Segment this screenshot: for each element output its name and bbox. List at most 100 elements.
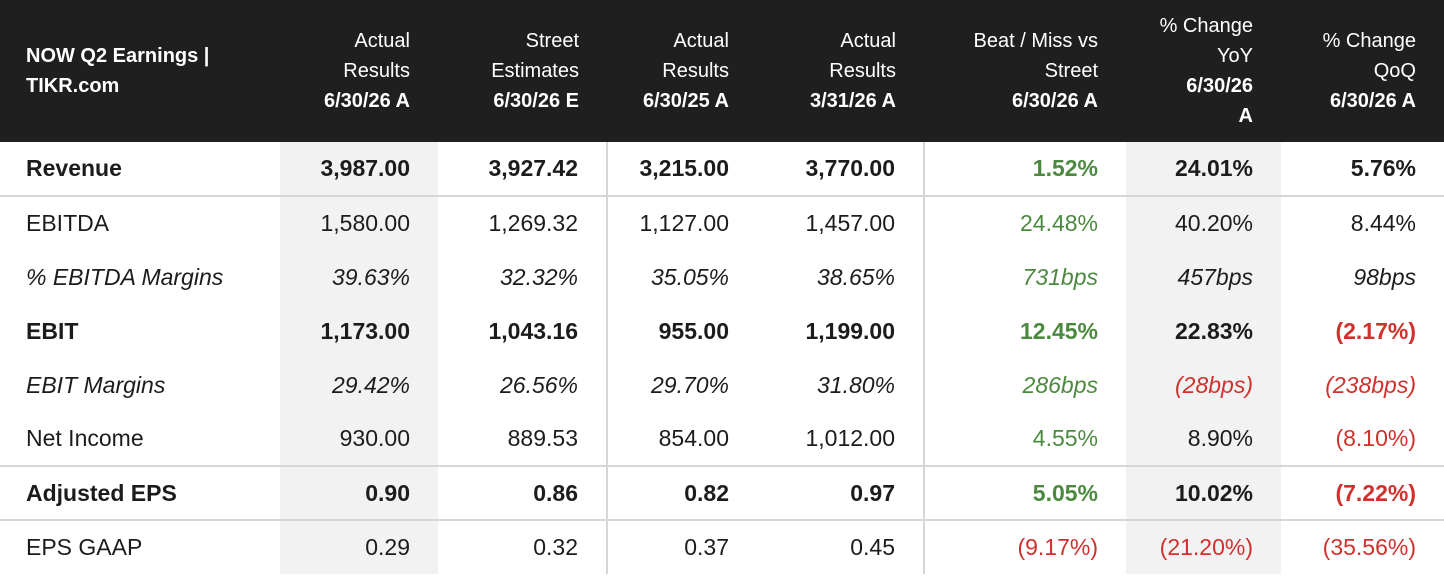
cell-qoq: (7.22%) <box>1281 465 1444 520</box>
cell-beat-miss: 731bps <box>923 250 1126 304</box>
col-header-line: Street <box>1044 60 1098 82</box>
col-header-date: 6/30/26 A <box>324 90 410 112</box>
row-label: EBIT Margins <box>26 371 166 398</box>
table-row-ebitda: EBITDA 1,580.00 1,269.32 1,127.00 1,457.… <box>0 195 1444 250</box>
table-row-revenue: Revenue 3,987.00 3,927.42 3,215.00 3,770… <box>0 142 1444 196</box>
table-row-net-income: Net Income 930.00 889.53 854.00 1,012.00… <box>0 412 1444 466</box>
cell-yoy: 8.90% <box>1126 412 1281 466</box>
cell-prior-year: 35.05% <box>606 250 757 304</box>
cell-estimate: 32.32% <box>499 263 578 290</box>
cell-prior-quarter: 38.65% <box>816 263 895 290</box>
col-header-line: % Change <box>1159 15 1253 37</box>
col-header-line: QoQ <box>1373 60 1416 82</box>
row-label: % EBITDA Margins <box>26 263 224 290</box>
table-row-ebit: EBIT 1,173.00 1,043.16 955.00 1,199.00 1… <box>0 304 1444 358</box>
cell-qoq: (2.17%) <box>1335 317 1416 344</box>
cell-beat-miss: 5.05% <box>923 465 1126 520</box>
col-header-date: 6/30/26 E <box>493 90 579 112</box>
cell-actual: 1,173.00 <box>280 304 438 358</box>
col-header-line: YoY <box>1217 45 1253 67</box>
cell-prior-quarter: 1,199.00 <box>805 317 895 344</box>
cell-prior-year: 3,215.00 <box>606 142 757 196</box>
cell-qoq: (238bps) <box>1325 371 1416 398</box>
cell-prior-quarter: 0.45 <box>757 519 924 574</box>
cell-yoy: 457bps <box>1126 250 1281 304</box>
col-header-actual-results: Actual Results 6/30/26 A <box>280 0 438 142</box>
col-header-date-suffix: A <box>1238 105 1253 127</box>
cell-estimate: 3,927.42 <box>488 155 578 181</box>
cell-actual: 29.42% <box>280 358 438 412</box>
cell-prior-quarter: 1,012.00 <box>805 425 895 451</box>
col-header-prior-year-actual: Actual Results 6/30/25 A <box>607 0 757 142</box>
row-label: EBITDA <box>0 195 280 250</box>
row-label: EBIT <box>26 317 79 344</box>
cell-qoq: (8.10%) <box>1335 425 1416 451</box>
col-header-line: Results <box>662 60 729 82</box>
cell-qoq: 98bps <box>1353 263 1416 290</box>
cell-prior-quarter: 0.97 <box>757 465 924 520</box>
header-row: NOW Q2 Earnings | TIKR.com Actual Result… <box>0 0 1444 142</box>
cell-beat-miss: 4.55% <box>923 412 1126 466</box>
cell-prior-year: 854.00 <box>606 412 757 466</box>
cell-actual: 39.63% <box>280 250 438 304</box>
col-header-date: 6/30/26 <box>1186 75 1253 97</box>
cell-prior-year: 955.00 <box>606 304 757 358</box>
col-header-date: 6/30/25 A <box>643 90 729 112</box>
row-label: Revenue <box>26 155 122 181</box>
cell-yoy: (21.20%) <box>1126 519 1281 574</box>
cell-actual: 1,580.00 <box>280 195 438 250</box>
cell-actual: 3,987.00 <box>280 142 438 196</box>
col-header-beat-miss: Beat / Miss vs Street 6/30/26 A <box>924 0 1126 142</box>
col-header-line: Actual <box>354 30 410 52</box>
cell-prior-quarter: 31.80% <box>816 371 895 398</box>
cell-yoy: 22.83% <box>1126 304 1281 358</box>
table-row-eps-gaap: EPS GAAP 0.29 0.32 0.37 0.45 (9.17%) (21… <box>0 519 1444 574</box>
cell-actual: 0.29 <box>280 519 438 574</box>
col-header-line: Street <box>525 30 579 52</box>
cell-prior-year: 0.37 <box>606 519 757 574</box>
col-header-line: Results <box>829 60 896 82</box>
col-header-line: Actual <box>840 30 896 52</box>
cell-prior-year: 29.70% <box>606 358 757 412</box>
cell-qoq: 8.44% <box>1281 195 1444 250</box>
cell-estimate: 889.53 <box>507 425 578 451</box>
cell-prior-year: 0.82 <box>606 465 757 520</box>
cell-beat-miss: 286bps <box>923 358 1126 412</box>
col-header-date: 3/31/26 A <box>810 90 896 112</box>
col-header-line: % Change <box>1322 30 1416 52</box>
col-header-line: Results <box>343 60 410 82</box>
col-header-prior-quarter-actual: Actual Results 3/31/26 A <box>757 0 924 142</box>
row-label: Adjusted EPS <box>0 465 280 520</box>
cell-estimate: 1,043.16 <box>488 317 578 344</box>
cell-prior-year: 1,127.00 <box>606 195 757 250</box>
col-header-date: 6/30/26 A <box>1330 90 1416 112</box>
cell-beat-miss: 12.45% <box>923 304 1126 358</box>
cell-prior-quarter: 3,770.00 <box>805 155 895 181</box>
cell-yoy: 24.01% <box>1126 142 1281 196</box>
cell-yoy: 10.02% <box>1126 465 1281 520</box>
cell-qoq: 5.76% <box>1350 155 1416 181</box>
col-header-street-estimates: Street Estimates 6/30/26 E <box>438 0 607 142</box>
col-header-line: Beat / Miss vs <box>973 30 1098 52</box>
cell-yoy: 40.20% <box>1126 195 1281 250</box>
col-header-qoq: % Change QoQ 6/30/26 A <box>1281 0 1444 142</box>
cell-estimate: 0.86 <box>438 465 607 520</box>
cell-prior-quarter: 1,457.00 <box>757 195 924 250</box>
row-label: Net Income <box>26 425 144 451</box>
cell-beat-miss: (9.17%) <box>923 519 1126 574</box>
cell-estimate: 0.32 <box>438 519 607 574</box>
cell-actual: 0.90 <box>280 465 438 520</box>
table-row-ebitda-margins: % EBITDA Margins 39.63% 32.32% 35.05% 38… <box>0 250 1444 304</box>
table-row-ebit-margins: EBIT Margins 29.42% 26.56% 29.70% 31.80%… <box>0 358 1444 412</box>
cell-beat-miss: 24.48% <box>923 195 1126 250</box>
table-title: NOW Q2 Earnings | TIKR.com <box>26 45 210 97</box>
cell-estimate: 26.56% <box>499 371 578 398</box>
cell-beat-miss: 1.52% <box>923 142 1126 196</box>
cell-actual: 930.00 <box>280 412 438 466</box>
row-label: EPS GAAP <box>0 519 280 574</box>
table-row-adjusted-eps: Adjusted EPS 0.90 0.86 0.82 0.97 5.05% 1… <box>0 465 1444 520</box>
col-header-line: Estimates <box>491 60 579 82</box>
col-header-date: 6/30/26 A <box>1012 90 1098 112</box>
cell-qoq: (35.56%) <box>1281 519 1444 574</box>
